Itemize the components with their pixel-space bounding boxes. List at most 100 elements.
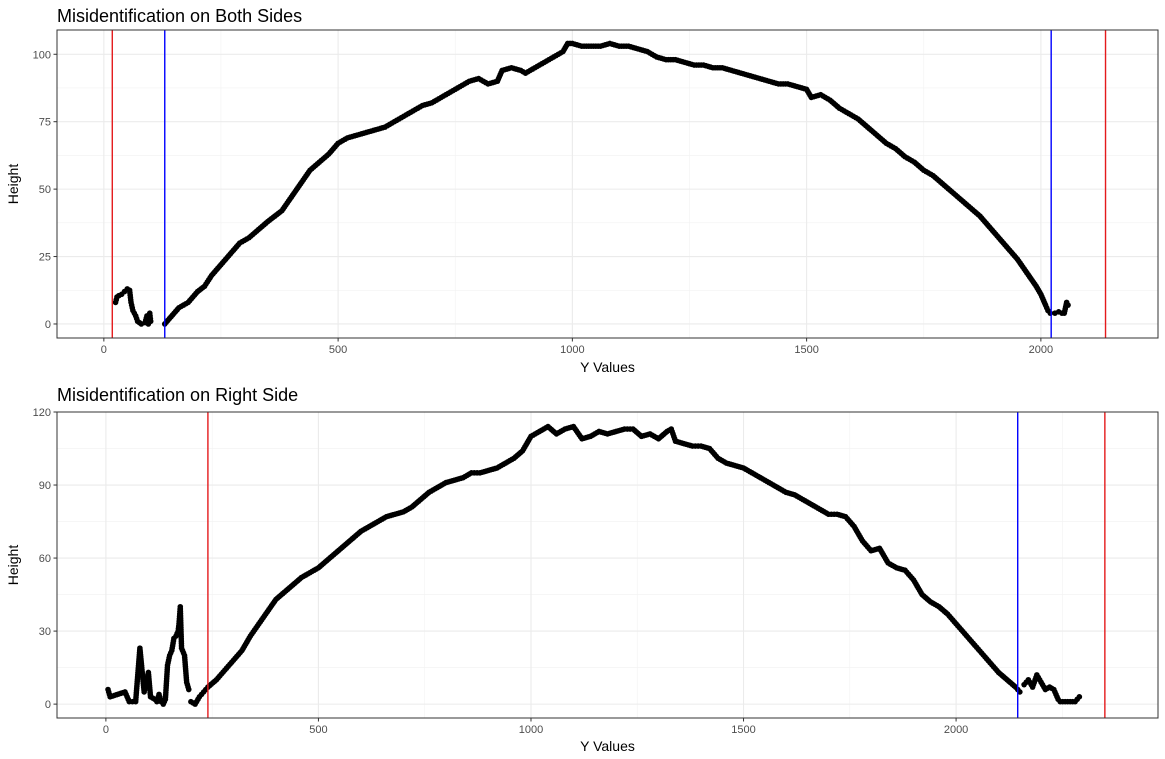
data-point	[585, 43, 592, 49]
data-point	[1048, 685, 1055, 692]
data-point	[324, 152, 330, 159]
data-point	[370, 127, 377, 134]
data-point	[781, 488, 787, 494]
data-point	[1069, 698, 1076, 705]
data-point	[202, 686, 209, 693]
chart-panel-1: 0 500 1000 1500 2000 0 25 50 75 100 Misidentificat…	[5, 6, 1159, 375]
x-tick-label: 2000	[944, 724, 968, 736]
data-point	[263, 610, 269, 617]
data-point	[679, 440, 685, 446]
data-point	[1011, 682, 1017, 689]
data-point	[977, 648, 983, 654]
data-point	[726, 66, 733, 73]
data-point	[432, 485, 439, 492]
data-point	[305, 571, 311, 577]
y-tick-label: 0	[45, 699, 51, 711]
data-point	[515, 66, 522, 73]
data-point	[763, 77, 770, 84]
data-points	[105, 423, 1083, 707]
data-point	[164, 664, 171, 671]
data-point	[670, 56, 676, 63]
data-point	[351, 133, 358, 139]
data-point	[773, 80, 779, 87]
chart-title: Misidentification on Both Sides	[57, 6, 302, 26]
data-point	[166, 655, 172, 661]
data-point	[235, 242, 241, 248]
data-point	[627, 426, 633, 432]
data-point	[136, 319, 143, 326]
data-point	[113, 296, 120, 303]
data-point	[792, 83, 798, 89]
data-point	[183, 300, 189, 307]
data-point	[965, 203, 972, 210]
data-point	[211, 678, 218, 685]
data-point	[604, 41, 611, 47]
data-point	[707, 64, 714, 70]
data-point	[1063, 301, 1069, 308]
chart-panel-2: 0 500 1000 1500 2000 0 30 60 90 120 Misidentificat…	[5, 385, 1159, 754]
data-point	[445, 90, 452, 97]
plot-background	[57, 412, 1158, 718]
data-point	[660, 56, 667, 62]
data-point	[645, 431, 651, 438]
data-point	[937, 179, 944, 185]
data-point	[623, 43, 630, 49]
data-point	[891, 563, 898, 570]
data-point	[858, 536, 865, 542]
data-point	[482, 79, 489, 86]
y-tick-label: 0	[45, 319, 51, 331]
data-point	[207, 274, 214, 281]
data-point	[398, 509, 405, 516]
data-point	[198, 691, 205, 698]
y-tick-label: 90	[39, 480, 51, 492]
data-point	[333, 142, 340, 148]
data-point	[1036, 289, 1043, 296]
data-point	[815, 505, 821, 511]
data-point	[764, 478, 770, 485]
data-point	[595, 43, 601, 49]
data-point	[717, 64, 723, 71]
data-point	[373, 519, 379, 526]
data-point	[441, 481, 447, 487]
data-point	[782, 81, 789, 87]
data-point	[789, 491, 796, 497]
data-point	[614, 42, 620, 49]
data-point	[806, 500, 813, 507]
data-point	[149, 695, 156, 701]
data-point	[815, 92, 822, 99]
data-point	[862, 122, 869, 129]
data-point	[534, 429, 541, 436]
x-tick-label: 500	[329, 344, 347, 356]
data-point	[651, 52, 658, 59]
y-tick-label: 100	[33, 49, 51, 61]
data-point	[131, 310, 138, 316]
data-point	[798, 495, 804, 502]
data-point	[1036, 676, 1043, 683]
data-point	[900, 152, 906, 158]
data-point	[246, 635, 253, 641]
data-point	[178, 303, 184, 310]
y-tick-label: 75	[39, 117, 51, 129]
data-point	[881, 138, 888, 145]
data-point	[483, 468, 490, 474]
data-point	[174, 306, 181, 313]
data-point	[389, 120, 395, 126]
data-point	[594, 429, 600, 436]
data-point	[823, 510, 830, 516]
data-points	[112, 40, 1071, 327]
data-point	[180, 650, 187, 656]
data-point	[695, 443, 701, 449]
data-point	[994, 667, 1000, 674]
data-point	[642, 48, 648, 54]
data-point	[687, 442, 694, 449]
data-point	[474, 470, 480, 476]
data-point	[968, 638, 975, 645]
data-point	[195, 696, 201, 703]
data-point	[1054, 694, 1060, 700]
y-tick-label: 60	[39, 553, 51, 565]
plot-border	[56, 411, 1159, 719]
data-point	[698, 62, 705, 68]
data-point	[253, 228, 260, 234]
data-point	[738, 464, 745, 471]
data-point	[127, 297, 134, 303]
